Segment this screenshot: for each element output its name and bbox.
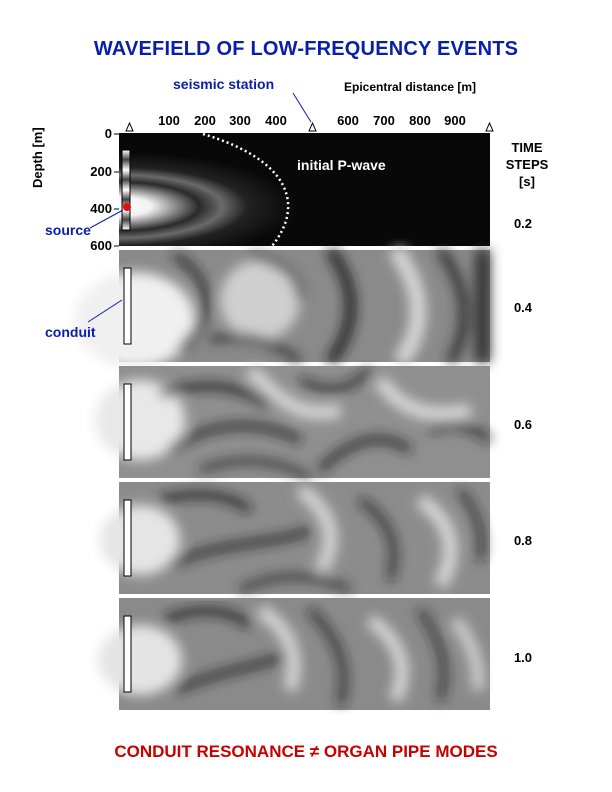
x-tick-label: 200 [194, 113, 216, 128]
conduit-pointer-line [87, 299, 123, 323]
conduit-strip [123, 383, 132, 461]
conduit-strip [123, 499, 132, 577]
wavefield-panel-0.8 [100, 482, 490, 594]
station-icon [125, 121, 134, 132]
conduit-strip [121, 149, 131, 231]
wavefield-panel-1.0 [98, 598, 490, 710]
seismic-station-label: seismic station [173, 76, 275, 92]
conduit-label: conduit [45, 324, 96, 340]
source-label: source [45, 222, 91, 238]
wavefield-panel-0.2 [119, 132, 490, 247]
depth-tick-label: 200 [90, 164, 112, 179]
conduit-strip [123, 267, 132, 345]
depth-ticks [114, 133, 119, 247]
station-pointer-line [292, 92, 312, 123]
depth-tick-label: 400 [90, 201, 112, 216]
station-markers [125, 121, 494, 132]
time-step-label: 0.2 [513, 216, 533, 231]
time-step-label: 0.4 [513, 300, 533, 315]
x-tick-label: 600 [337, 113, 359, 128]
time-step-label: 0.6 [513, 417, 533, 432]
x-tick-label: 700 [373, 113, 395, 128]
source-pointer-line [89, 209, 124, 229]
x-tick-label: 900 [444, 113, 466, 128]
wavefield-panel-0.4 [75, 245, 490, 368]
wavefield-panel-0.6 [95, 365, 492, 481]
x-tick-label: 100 [158, 113, 180, 128]
x-tick-label: 800 [409, 113, 431, 128]
time-steps-header: TIME STEPS [s] [505, 140, 549, 189]
depth-tick-label: 0 [104, 126, 112, 141]
figure-title: WAVEFIELD OF LOW-FREQUENCY EVENTS [93, 38, 519, 60]
station-icon [485, 121, 494, 132]
time-step-label: 1.0 [513, 650, 533, 665]
time-step-label: 0.8 [513, 533, 533, 548]
initial-p-wave-label: initial P-wave [297, 157, 386, 173]
depth-tick-label: 600 [90, 238, 112, 253]
source-marker [123, 203, 131, 211]
station-icon [308, 121, 317, 132]
figure-footer: CONDUIT RESONANCE ≠ ORGAN PIPE MODES [114, 742, 498, 761]
x-tick-label: 300 [229, 113, 251, 128]
conduit-strip [123, 615, 132, 693]
x-tick-label: 400 [265, 113, 287, 128]
initial-p-wave-front [202, 132, 290, 247]
conduit-strips [121, 149, 132, 693]
epicentral-distance-label: Epicentral distance [m] [344, 80, 477, 94]
